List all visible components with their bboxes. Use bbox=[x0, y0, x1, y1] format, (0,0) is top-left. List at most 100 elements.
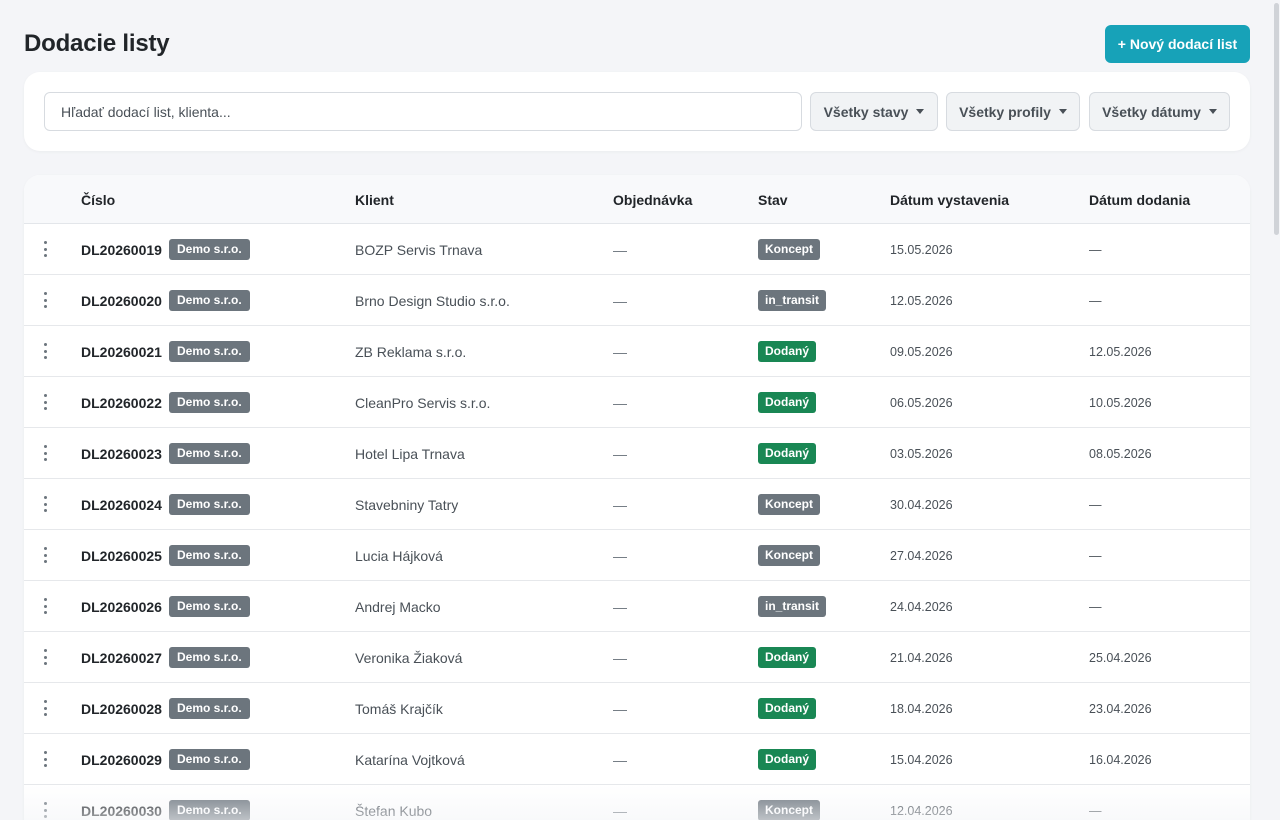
column-header-client[interactable]: Klient bbox=[355, 192, 394, 208]
status-badge: Dodaný bbox=[758, 749, 817, 770]
table-row[interactable]: DL20260023 Demo s.r.o. Hotel Lipa Trnava — D… bbox=[24, 428, 1250, 479]
status-badge: Koncept bbox=[758, 239, 820, 260]
table-row[interactable]: DL20260027 Demo s.r.o. Veronika Žiaková — Do… bbox=[24, 632, 1250, 683]
page-header: Dodacie listy + Nový dodací list bbox=[24, 0, 1250, 72]
table-row[interactable]: DL20260026 Demo s.r.o. Andrej Macko — in_tra… bbox=[24, 581, 1250, 632]
delivery-notes-table: Číslo Klient Objednávka Stav Dátum vysta… bbox=[24, 175, 1250, 820]
order-reference: — bbox=[613, 446, 627, 462]
company-badge: Demo s.r.o. bbox=[169, 443, 250, 464]
table-row[interactable]: DL20260028 Demo s.r.o. Tomáš Krajčík — Dodan… bbox=[24, 683, 1250, 734]
caret-down-icon bbox=[916, 109, 925, 114]
delivered-date: — bbox=[1089, 804, 1102, 818]
row-actions-icon[interactable] bbox=[40, 751, 50, 767]
page: Dodacie listy + Nový dodací list Všetky … bbox=[24, 0, 1250, 820]
delivery-note-number[interactable]: DL20260026 bbox=[81, 599, 162, 615]
table-row[interactable]: DL20260025 Demo s.r.o. Lucia Hájková — Konce… bbox=[24, 530, 1250, 581]
issued-date: 15.05.2026 bbox=[890, 243, 953, 257]
status-filter-dropdown[interactable]: Všetky stavy bbox=[810, 92, 938, 131]
status-badge: in_transit bbox=[758, 596, 827, 617]
client-name: BOZP Servis Trnava bbox=[355, 242, 483, 258]
order-reference: — bbox=[613, 344, 627, 360]
issued-date: 30.04.2026 bbox=[890, 498, 953, 512]
delivery-note-number[interactable]: DL20260023 bbox=[81, 446, 162, 462]
delivery-note-number[interactable]: DL20260024 bbox=[81, 497, 162, 513]
caret-down-icon bbox=[1058, 109, 1067, 114]
delivered-date: 23.04.2026 bbox=[1089, 702, 1152, 716]
row-actions-icon[interactable] bbox=[40, 343, 50, 359]
delivered-date: — bbox=[1089, 294, 1102, 308]
filter-bar: Všetky stavy Všetky profily Všetky dátum… bbox=[24, 72, 1250, 151]
table-row[interactable]: DL20260022 Demo s.r.o. CleanPro Servis s.r… bbox=[24, 377, 1250, 428]
table-row[interactable]: DL20260029 Demo s.r.o. Katarína Vojtková — D… bbox=[24, 734, 1250, 785]
status-filter-label: Všetky stavy bbox=[823, 103, 909, 120]
delivery-note-number[interactable]: DL20260021 bbox=[81, 344, 162, 360]
new-delivery-note-button[interactable]: + Nový dodací list bbox=[1105, 25, 1250, 63]
row-actions-icon[interactable] bbox=[40, 394, 50, 410]
issued-date: 27.04.2026 bbox=[890, 549, 953, 563]
row-actions-icon[interactable] bbox=[40, 598, 50, 614]
column-header-number[interactable]: Číslo bbox=[81, 192, 116, 208]
column-header-order[interactable]: Objednávka bbox=[613, 192, 693, 208]
date-filter-dropdown[interactable]: Všetky dátumy bbox=[1089, 92, 1230, 131]
table-row[interactable]: DL20260019 Demo s.r.o. BOZP Servis Trnava —… bbox=[24, 224, 1250, 275]
delivery-note-number[interactable]: DL20260020 bbox=[81, 293, 162, 309]
company-badge: Demo s.r.o. bbox=[169, 290, 250, 311]
row-actions-icon[interactable] bbox=[40, 241, 50, 257]
delivered-date: — bbox=[1089, 549, 1102, 563]
company-badge: Demo s.r.o. bbox=[169, 341, 250, 362]
row-actions-icon[interactable] bbox=[40, 649, 50, 665]
company-badge: Demo s.r.o. bbox=[169, 239, 250, 260]
issued-date: 09.05.2026 bbox=[890, 345, 953, 359]
row-actions-icon[interactable] bbox=[40, 496, 50, 512]
delivery-note-number[interactable]: DL20260027 bbox=[81, 650, 162, 666]
column-header-delivered[interactable]: Dátum dodania bbox=[1089, 192, 1191, 208]
delivered-date: 08.05.2026 bbox=[1089, 447, 1152, 461]
delivery-note-number[interactable]: DL20260019 bbox=[81, 242, 162, 258]
delivery-note-number[interactable]: DL20260030 bbox=[81, 803, 162, 819]
table-row[interactable]: DL20260020 Demo s.r.o. Brno Design Studio … bbox=[24, 275, 1250, 326]
client-name: Veronika Žiaková bbox=[355, 650, 463, 666]
issued-date: 12.04.2026 bbox=[890, 804, 953, 818]
column-header-status[interactable]: Stav bbox=[758, 192, 788, 208]
row-actions-icon[interactable] bbox=[40, 700, 50, 716]
client-name: Štefan Kubo bbox=[355, 803, 433, 819]
delivery-note-number[interactable]: DL20260029 bbox=[81, 752, 162, 768]
row-actions-icon[interactable] bbox=[40, 292, 50, 308]
status-badge: Dodaný bbox=[758, 698, 817, 719]
order-reference: — bbox=[613, 803, 627, 819]
profile-filter-dropdown[interactable]: Všetky profily bbox=[946, 92, 1080, 131]
status-badge: Koncept bbox=[758, 545, 820, 566]
profile-filter-label: Všetky profily bbox=[959, 103, 1051, 120]
issued-date: 06.05.2026 bbox=[890, 396, 953, 410]
issued-date: 24.04.2026 bbox=[890, 600, 953, 614]
company-badge: Demo s.r.o. bbox=[169, 392, 250, 413]
order-reference: — bbox=[613, 650, 627, 666]
page-scrollbar[interactable] bbox=[1272, 0, 1280, 820]
scrollbar-thumb[interactable] bbox=[1274, 3, 1279, 235]
order-reference: — bbox=[613, 701, 627, 717]
table-row[interactable]: DL20260030 Demo s.r.o. Štefan Kubo — Koncept… bbox=[24, 785, 1250, 820]
table-row[interactable]: DL20260021 Demo s.r.o. ZB Reklama s.r.o. — D… bbox=[24, 326, 1250, 377]
column-header-issued[interactable]: Dátum vystavenia bbox=[890, 192, 1010, 208]
delivered-date: — bbox=[1089, 243, 1102, 257]
delivery-note-number[interactable]: DL20260025 bbox=[81, 548, 162, 564]
delivered-date: 16.04.2026 bbox=[1089, 753, 1152, 767]
client-name: Brno Design Studio s.r.o. bbox=[355, 293, 510, 309]
table-row[interactable]: DL20260024 Demo s.r.o. Stavebniny Tatry — Ko… bbox=[24, 479, 1250, 530]
row-actions-icon[interactable] bbox=[40, 445, 50, 461]
order-reference: — bbox=[613, 752, 627, 768]
company-badge: Demo s.r.o. bbox=[169, 698, 250, 719]
page-title: Dodacie listy bbox=[24, 30, 170, 57]
client-name: ZB Reklama s.r.o. bbox=[355, 344, 467, 360]
row-actions-icon[interactable] bbox=[40, 547, 50, 563]
delivered-date: — bbox=[1089, 498, 1102, 512]
client-name: Katarína Vojtková bbox=[355, 752, 465, 768]
delivery-note-number[interactable]: DL20260028 bbox=[81, 701, 162, 717]
client-name: Hotel Lipa Trnava bbox=[355, 446, 465, 462]
delivery-note-number[interactable]: DL20260022 bbox=[81, 395, 162, 411]
issued-date: 15.04.2026 bbox=[890, 753, 953, 767]
client-name: Stavebniny Tatry bbox=[355, 497, 459, 513]
company-badge: Demo s.r.o. bbox=[169, 647, 250, 668]
row-actions-icon[interactable] bbox=[40, 802, 50, 818]
search-input[interactable] bbox=[44, 92, 802, 131]
